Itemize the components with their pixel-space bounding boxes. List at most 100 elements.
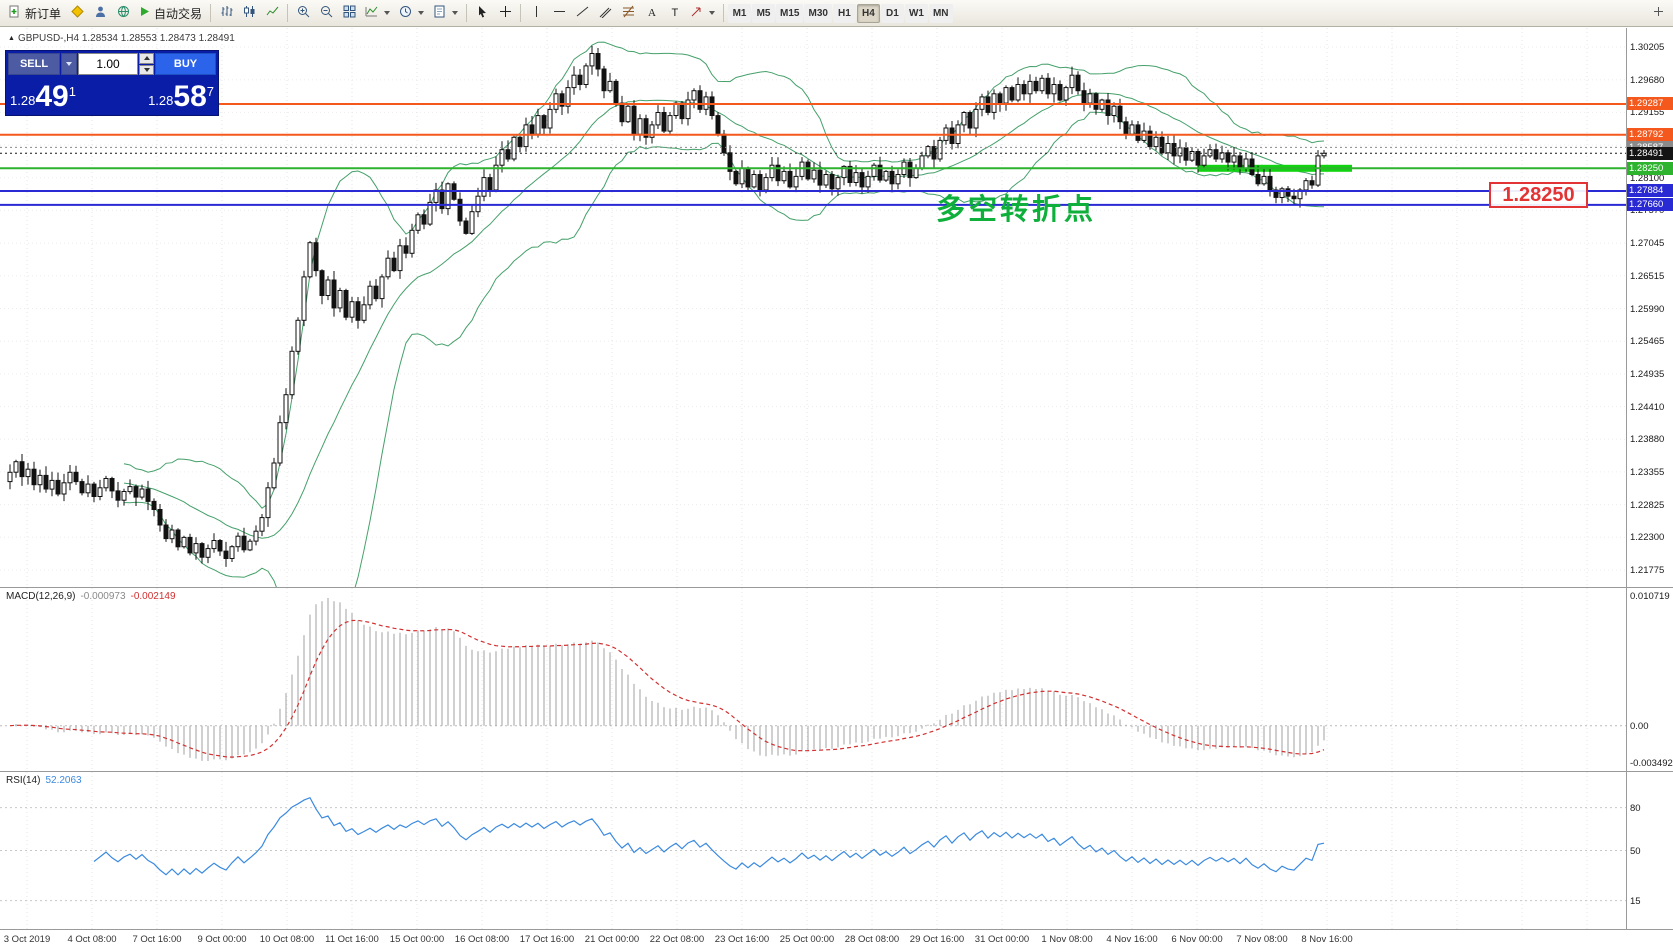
channel-tool-button[interactable]	[594, 2, 616, 24]
periods-button[interactable]	[395, 2, 428, 24]
price-tick: 1.28100	[1630, 172, 1665, 184]
dropdown-caret-icon	[66, 62, 72, 66]
horizontal-line-tool-button[interactable]	[548, 2, 570, 24]
time-label: 17 Oct 16:00	[519, 934, 575, 945]
timeframe-button-MN[interactable]: MN	[928, 3, 953, 23]
trendline-tool-button[interactable]	[571, 2, 593, 24]
indicators-icon	[365, 5, 378, 21]
price-axis[interactable]: 1.302051.296801.291551.286251.281001.275…	[1627, 28, 1673, 587]
price-tick: 1.21775	[1630, 565, 1665, 576]
market-watch-button[interactable]	[89, 2, 111, 24]
toolbar-separator	[287, 4, 289, 22]
rsi-axis[interactable]: 80 50 15	[1627, 772, 1673, 929]
toolbar-separator	[723, 4, 725, 22]
chart-annotation[interactable]: 多空转折点	[936, 194, 1097, 226]
arrows-tool-button[interactable]	[686, 2, 719, 24]
time-label: 3 Oct 2019	[3, 934, 51, 945]
crosshair-tool-button[interactable]	[494, 2, 516, 24]
time-label: 15 Oct 00:00	[389, 934, 445, 945]
macd-canvas[interactable]	[0, 588, 1626, 771]
volume-spinner	[139, 53, 154, 75]
price-tag: 1.28792	[1627, 128, 1673, 142]
panel-separator[interactable]	[0, 587, 1673, 588]
label-tool-button[interactable]: T	[663, 2, 685, 24]
rsi-canvas[interactable]	[0, 772, 1626, 929]
new-order-button[interactable]: 新订单	[4, 2, 65, 24]
plus-icon	[1652, 5, 1665, 21]
cursor-tool-button[interactable]	[471, 2, 493, 24]
time-label: 28 Oct 08:00	[844, 934, 900, 945]
price-tick: 1.25990	[1630, 303, 1665, 315]
auto-trading-button[interactable]: 自动交易	[135, 2, 206, 24]
tile-windows-button[interactable]	[338, 2, 360, 24]
toolbar-separator	[210, 4, 212, 22]
candlestick-type-button[interactable]	[238, 2, 260, 24]
dropdown-caret-icon	[452, 11, 459, 15]
volume-input[interactable]	[78, 53, 138, 75]
tile-windows-icon	[343, 5, 356, 21]
axis-border	[1626, 28, 1627, 930]
timeframe-button-W1[interactable]: W1	[904, 3, 928, 23]
main-chart-canvas[interactable]	[0, 28, 1626, 587]
indicators-button[interactable]	[361, 2, 394, 24]
price-tag: 1.29287	[1627, 97, 1673, 111]
price-tick: 1.23355	[1630, 466, 1665, 478]
buy-button[interactable]: BUY	[155, 53, 216, 75]
vertical-line-tool-button[interactable]	[525, 2, 547, 24]
text-tool-icon: A	[645, 5, 658, 21]
zoom-in-button[interactable]	[292, 2, 314, 24]
volume-decrease-button[interactable]	[139, 64, 154, 75]
zoom-out-button[interactable]	[315, 2, 337, 24]
price-tick: 1.29155	[1630, 107, 1665, 119]
spin-up-icon	[143, 56, 150, 61]
time-label: 22 Oct 08:00	[649, 934, 705, 945]
price-tag: 1.28250	[1627, 161, 1673, 175]
time-label: 1 Nov 08:00	[1041, 934, 1093, 945]
price-tag: 1.28491	[1627, 146, 1673, 160]
price-tick: 1.24935	[1630, 368, 1665, 380]
timeframe-button-M30[interactable]: M30	[804, 3, 832, 23]
volume-increase-button[interactable]	[139, 53, 154, 64]
toolbar-customize-button[interactable]	[1647, 2, 1669, 24]
one-click-trading-panel: SELL BUY 1.28 49 1 1.28 58 7	[5, 50, 219, 116]
timeframe-button-M15[interactable]: M15	[776, 3, 804, 23]
time-label: 11 Oct 16:00	[325, 934, 379, 945]
rsi-indicator-panel[interactable]: RSI(14) 52.2063	[0, 772, 1626, 929]
main-chart-panel[interactable]: 多空转折点 1.28250	[0, 28, 1626, 587]
chart-profile-icon	[70, 5, 84, 21]
volume-dropdown-button[interactable]	[61, 53, 77, 75]
bar-chart-type-button[interactable]	[215, 2, 237, 24]
template-icon	[433, 5, 446, 21]
line-chart-type-button[interactable]	[261, 2, 283, 24]
sell-button[interactable]: SELL	[8, 53, 60, 75]
time-label: 9 Oct 00:00	[197, 934, 247, 945]
sell-price-display[interactable]: 1.28 49 1	[10, 80, 76, 113]
macd-axis[interactable]: 0.010719 0.00 -0.003492	[1627, 588, 1673, 771]
time-label: 7 Oct 16:00	[132, 934, 182, 945]
navigator-button[interactable]	[112, 2, 134, 24]
timeframe-button-H1[interactable]: H1	[832, 3, 856, 23]
timeframe-bar: M1 M5 M15 M30 H1 H4 D1 W1 MN	[728, 3, 953, 23]
panel-separator[interactable]	[0, 929, 1673, 930]
timeframe-button-M5[interactable]: M5	[752, 3, 776, 23]
timeframe-button-D1[interactable]: D1	[880, 3, 904, 23]
dropdown-caret-icon	[418, 11, 425, 15]
buy-price-display[interactable]: 1.28 58 7	[148, 80, 214, 113]
timeframe-button-M1[interactable]: M1	[728, 3, 752, 23]
templates-button[interactable]	[429, 2, 462, 24]
rsi-axis-label: 50	[1630, 845, 1641, 857]
crosshair-icon	[499, 5, 512, 21]
charts-button[interactable]	[66, 2, 88, 24]
macd-indicator-panel[interactable]: MACD(12,26,9) -0.000973 -0.002149	[0, 588, 1626, 771]
fibonacci-tool-button[interactable]	[617, 2, 639, 24]
price-tick: 1.26515	[1630, 270, 1665, 282]
rsi-label: RSI(14) 52.2063	[6, 775, 82, 786]
text-tool-button[interactable]: A	[640, 2, 662, 24]
chart-marker-icon: ▲	[8, 35, 15, 42]
time-axis[interactable]: 3 Oct 2019 4 Oct 08:00 7 Oct 16:00 9 Oct 00…	[0, 930, 1673, 951]
timeframe-button-H4[interactable]: H4	[856, 3, 880, 23]
panel-separator[interactable]	[0, 771, 1673, 772]
price-tag: 1.27660	[1627, 198, 1673, 212]
price-callout-box[interactable]: 1.28250	[1489, 182, 1588, 208]
arrow-tool-icon	[690, 5, 703, 21]
